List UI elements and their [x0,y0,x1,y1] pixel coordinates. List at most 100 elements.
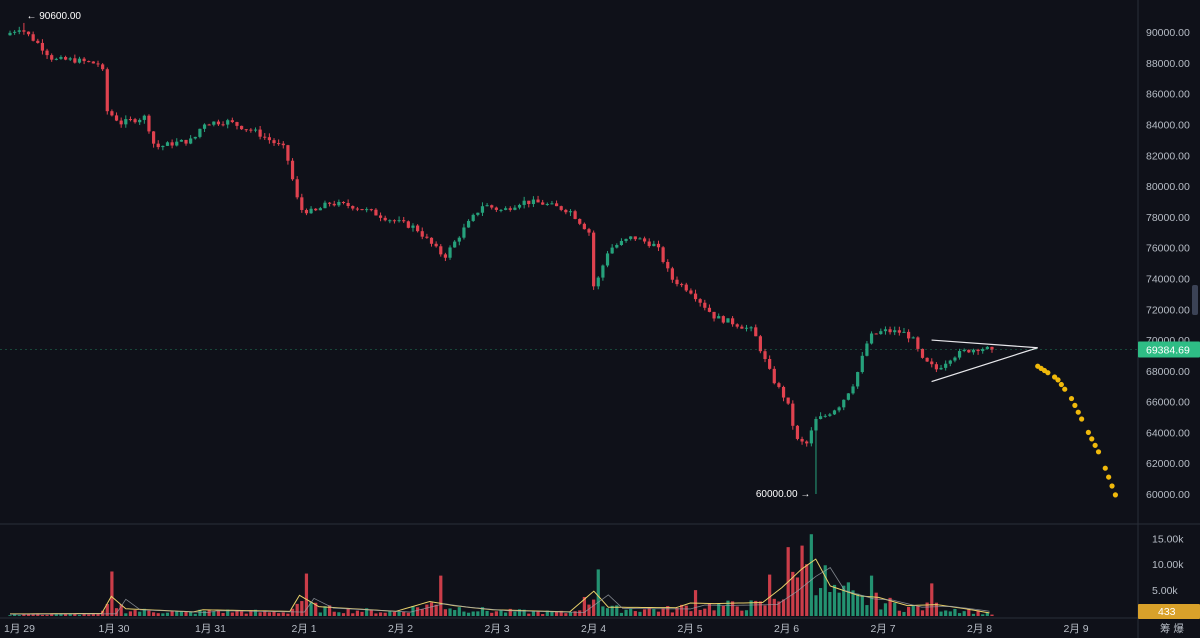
volume-bar [513,611,517,616]
candle-body [610,247,614,254]
forecast-dot [1058,381,1064,388]
volume-bar [763,605,767,616]
candle-body [221,124,225,126]
candle-body [768,359,772,369]
candle-body [805,441,809,444]
candle-body [82,58,86,62]
candle-body [504,208,508,210]
volume-bar [429,602,434,616]
volume-bar [494,611,498,616]
candle-body [740,326,744,329]
candle-body [416,225,420,232]
volume-bar [202,611,207,616]
volume-bar [726,600,730,616]
candle-body [388,220,392,222]
candle-body [402,220,406,222]
candle-body [244,129,248,131]
volume-bar [629,608,633,616]
volume-bar [138,611,142,616]
volume-bar [647,608,651,616]
candle-body [249,129,253,131]
volume-bar [189,611,193,616]
volume-bar [809,534,813,616]
triangle-outline [931,339,1038,383]
time-tick-label: 2月 4 [581,623,606,635]
candle-body [31,34,35,41]
candle-body [680,284,684,286]
candle-body [101,64,105,70]
candle-body [295,179,299,198]
candle-body [582,223,586,230]
volume-bar [823,565,827,616]
volume-bar [402,611,406,616]
volume-bar [888,597,892,616]
volume-bar [439,575,443,616]
volume-bar [897,610,901,616]
candle-body [300,197,304,210]
candle-body [629,236,633,239]
candle-body [712,311,716,319]
volume-bar [448,608,452,616]
candle-body [147,115,151,132]
volume-bar [31,614,35,616]
candle-body [971,349,976,353]
candle-body [916,337,920,349]
candle-body [184,139,188,144]
volume-bar [934,602,938,616]
volume-bar [652,609,656,616]
volume-bar [624,609,628,616]
volume-bar [272,611,276,616]
volume-bar [758,601,762,616]
volume-bar [365,608,369,616]
candle-body [744,327,749,329]
time-axis: 1月 29 1月 30 1月 31 2月 1 2月 2 2月 3 2月 4 2月 5 2月 6 2… [4,622,1184,635]
volume-bar [360,611,364,616]
candle-body [448,247,452,258]
candle-body [87,61,91,63]
volume-bar [656,611,661,616]
candle-body [939,367,943,370]
volume-bar [990,614,994,616]
volume-bar [277,613,281,616]
candle-body [689,290,693,294]
candle-body [800,438,804,442]
time-tick-label: 2月 2 [388,623,413,635]
volume-bar [883,603,888,616]
candle-body [513,207,517,210]
volume-bar [304,573,309,616]
volume-bar [323,606,327,616]
candle-body [874,333,878,335]
candle-body [619,240,624,246]
candle-body [309,208,313,214]
volume-bar [258,612,262,616]
candle-body [920,348,925,358]
candle-body [823,415,827,417]
volume-bar [216,610,221,616]
volume-bar [744,610,749,616]
candle-body [832,410,837,415]
candle-body [240,125,244,130]
volume-bar [471,611,475,616]
candle-body [485,205,489,207]
volume-bar [768,574,772,616]
volume-bar [383,612,387,616]
candle-body [165,142,170,146]
candle-body [842,399,846,408]
candle-body [860,355,864,373]
volume-bar [541,614,545,616]
volume-bar [939,611,943,616]
candle-body [541,202,545,205]
price-tick-label: 74000.00 [1146,273,1190,285]
volume-bar [508,608,512,616]
forecast-dot [1062,386,1068,392]
candle-body [568,211,573,213]
volume-bar [499,610,503,616]
forecast-dot [1092,442,1098,448]
candle-body [420,231,424,237]
candle-body [13,31,17,33]
volume-bar [703,608,707,616]
time-tick-label: 2月 9 [1064,623,1089,635]
candle-body [341,201,346,204]
time-tick-label: 2月 7 [871,623,896,635]
